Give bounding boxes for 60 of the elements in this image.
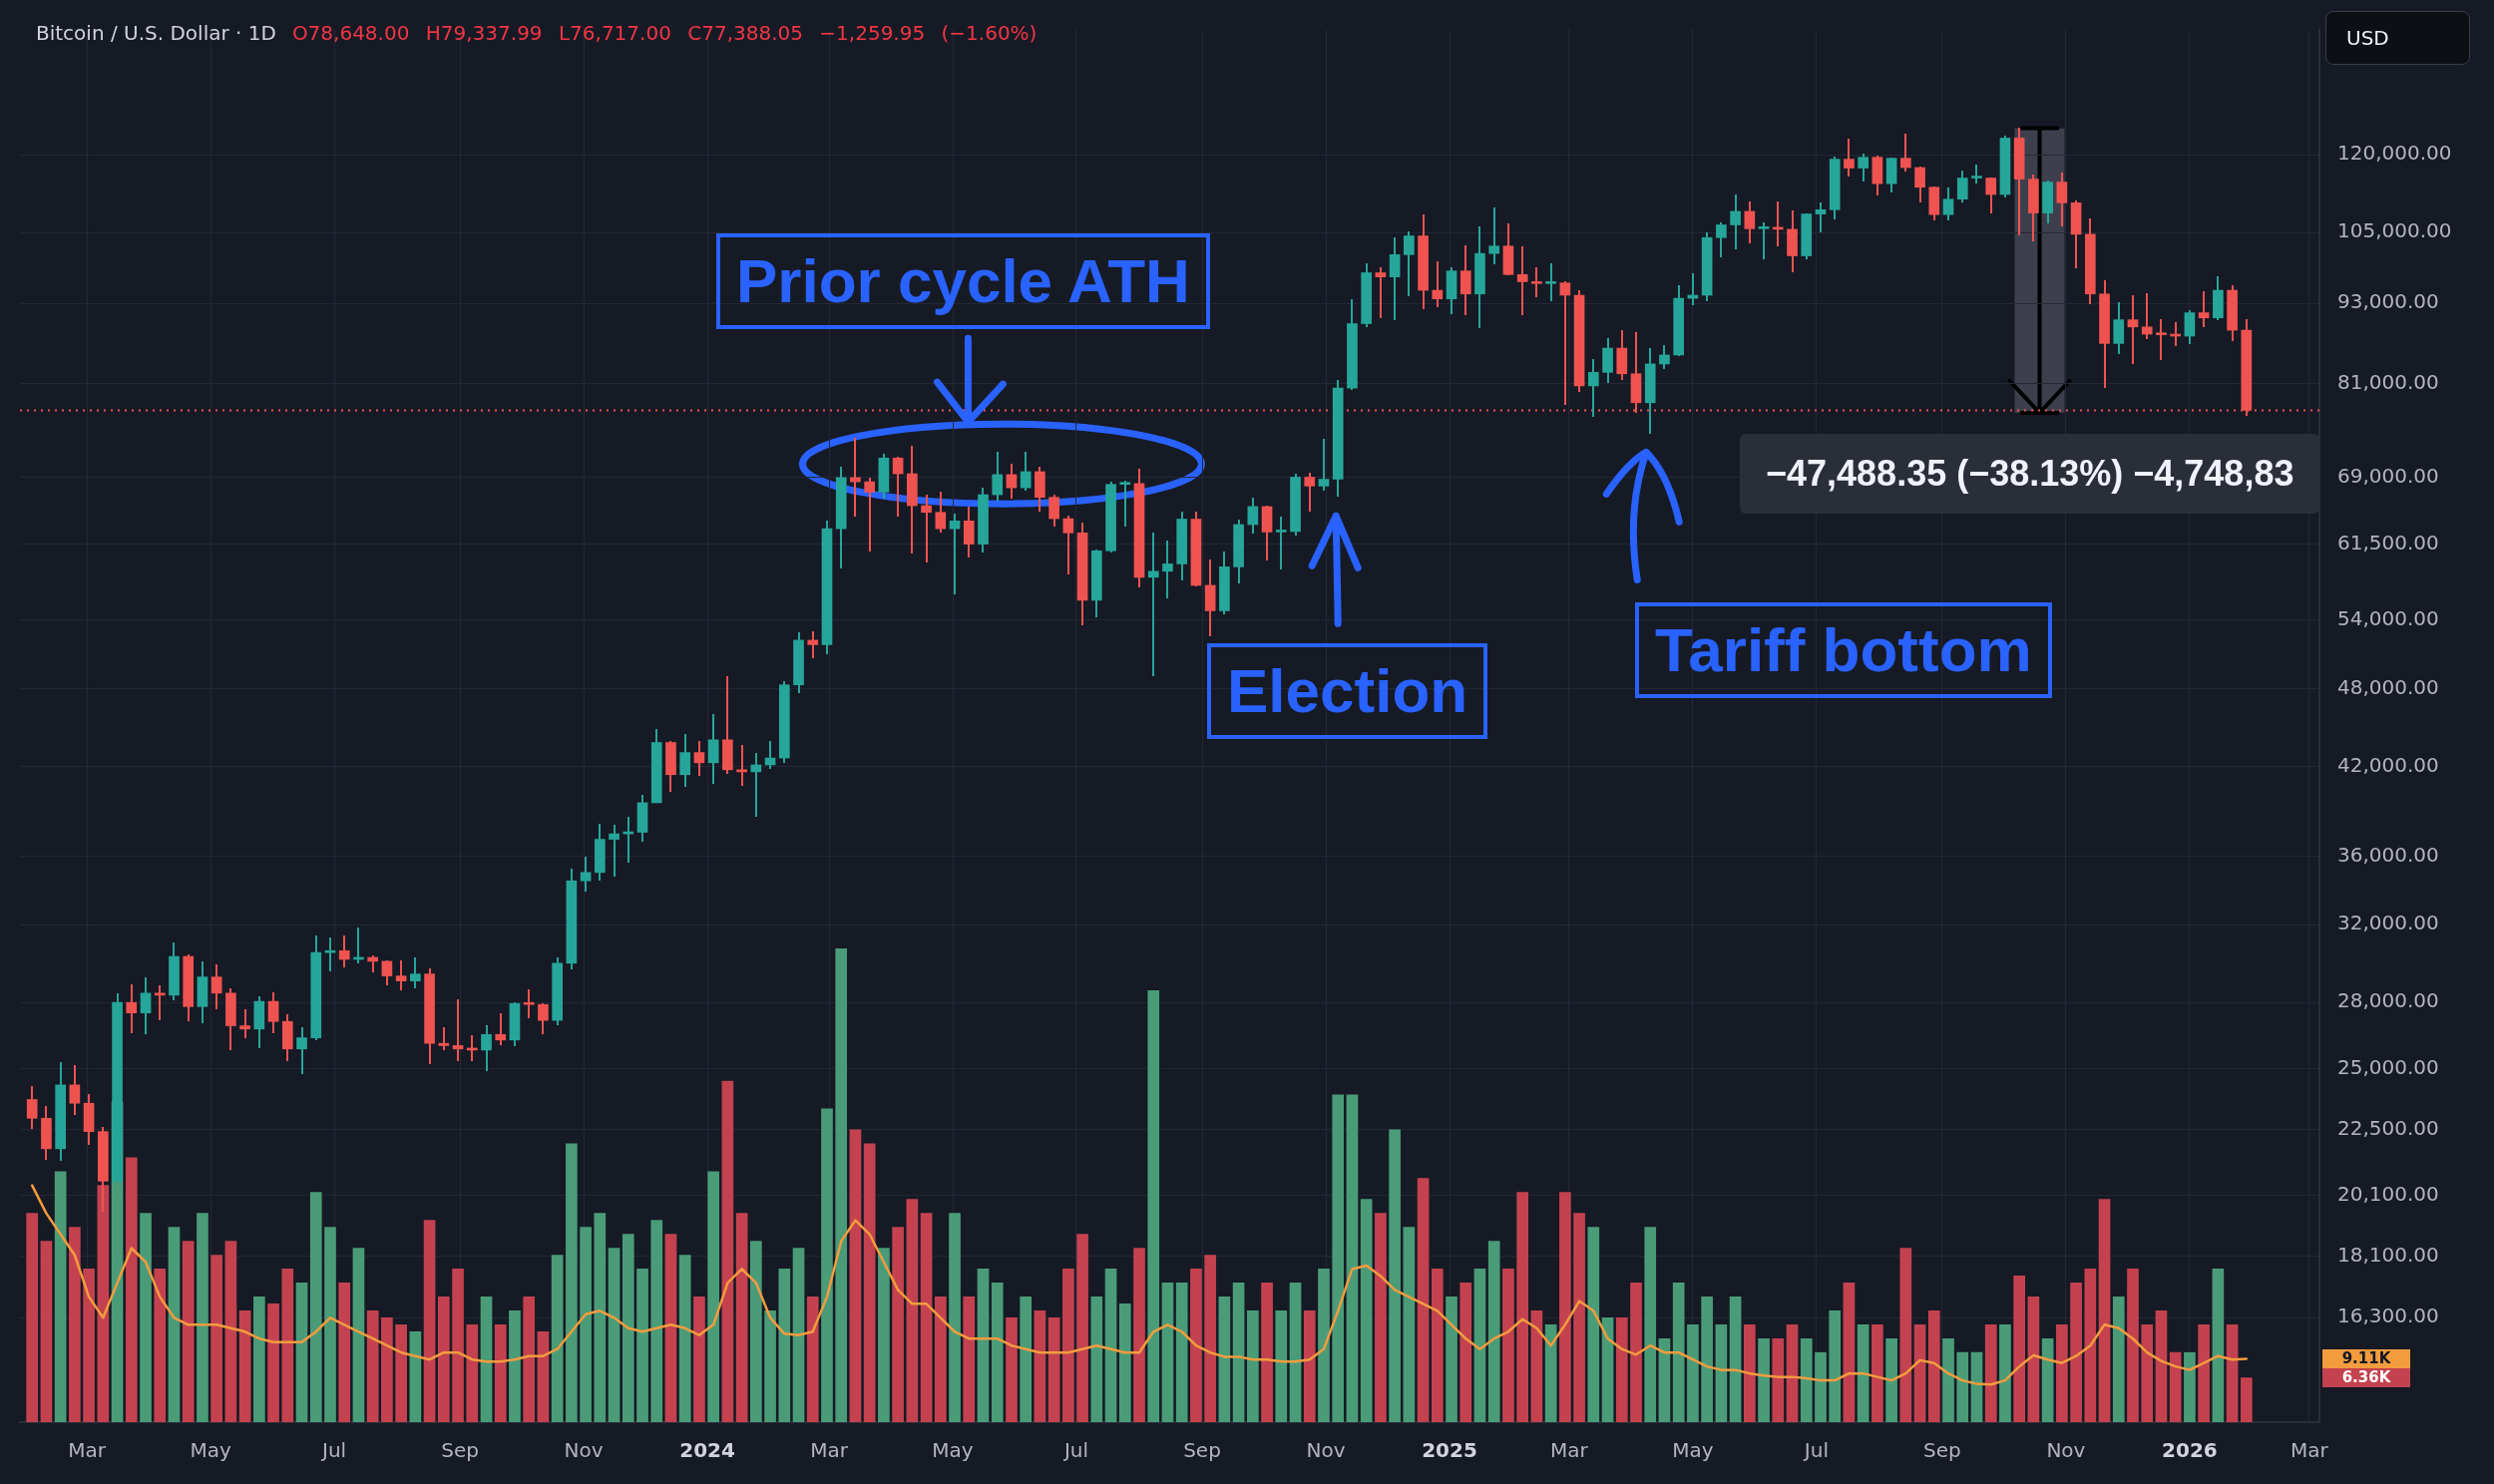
y-tick-label: 61,500.00 (2337, 530, 2439, 555)
x-tick-label: Mar (2289, 1438, 2329, 1463)
y-tick-label: 36,000.00 (2337, 842, 2439, 867)
candlestick (1147, 533, 1159, 676)
candlestick (324, 937, 336, 971)
annotation: −47,488.35 (−38.13%) −4,748,83 (1740, 434, 2320, 514)
candlestick (452, 999, 464, 1061)
y-tick-label: 48,000.00 (2337, 674, 2439, 699)
x-tick-label: Mar (1550, 1438, 1589, 1463)
x-tick-label: May (190, 1438, 231, 1463)
x-tick-label: May (932, 1438, 974, 1463)
y-tick-label: 18,100.00 (2337, 1243, 2439, 1268)
y-tick-label: 16,300.00 (2337, 1303, 2439, 1328)
x-tick-label: Nov (2046, 1438, 2086, 1463)
y2-tick-label: 6.36K (2341, 1368, 2392, 1387)
y-tick-label: 54,000.00 (2337, 605, 2439, 630)
candlestick (523, 989, 535, 1018)
x-tick-label: Sep (441, 1438, 479, 1463)
x-tick-label: 2026 (2162, 1438, 2218, 1463)
y-tick-label: 28,000.00 (2337, 988, 2439, 1013)
y-tick-label: 22,500.00 (2337, 1116, 2439, 1141)
candlestick (1531, 267, 1542, 297)
y2-tick-label: 9.11K (2341, 1349, 2392, 1368)
candlestick (1375, 267, 1387, 318)
y-tick-label: 32,000.00 (2337, 911, 2439, 935)
chart-title: Bitcoin / U.S. Dollar · 1D (36, 21, 276, 45)
x-tick-label: Mar (810, 1438, 849, 1463)
y-tick-label: 105,000.00 (2337, 218, 2452, 243)
x-tick-label: Jul (1802, 1438, 1829, 1463)
y-tick-label: 42,000.00 (2337, 752, 2439, 777)
candlestick (1119, 481, 1131, 527)
y-tick-label: 25,000.00 (2337, 1054, 2439, 1079)
annotation: Tariff bottom (1635, 602, 2052, 698)
y-tick-label: 120,000.00 (2337, 141, 2452, 166)
candlestick (1545, 263, 1556, 301)
x-tick-label: Nov (1306, 1438, 1346, 1463)
x-tick-label: Jul (319, 1438, 347, 1463)
annotation: Election (1207, 643, 1488, 739)
annotation: Prior cycle ATH (716, 233, 1210, 329)
y-tick-label: 20,100.00 (2337, 1181, 2439, 1206)
x-tick-label: 2025 (1422, 1438, 1477, 1463)
x-tick-label: 2024 (679, 1438, 735, 1463)
x-tick-label: May (1672, 1438, 1714, 1463)
y-tick-label: 93,000.00 (2337, 289, 2439, 314)
x-tick-label: Jul (1061, 1438, 1089, 1463)
x-tick-label: Mar (68, 1438, 107, 1463)
candlestick (1559, 281, 1571, 405)
x-tick-label: Nov (564, 1438, 604, 1463)
x-tick-label: Sep (1183, 1438, 1221, 1463)
y-tick-label: 69,000.00 (2337, 463, 2439, 488)
x-tick-label: Sep (1923, 1438, 1961, 1463)
candlestick (921, 495, 932, 562)
candlestick (1275, 517, 1287, 569)
candlestick (154, 985, 166, 1020)
chart-subtitle: O78,648.00 H79,337.99 L76,717.00 C77,388.05 −1,259.95 (−1.60%) (291, 21, 1038, 45)
candlestick (736, 745, 747, 786)
candlestick (2156, 319, 2167, 360)
y-tick-label: 81,000.00 (2337, 369, 2439, 394)
candlestick (1758, 222, 1770, 259)
text: USD (2325, 11, 2470, 65)
